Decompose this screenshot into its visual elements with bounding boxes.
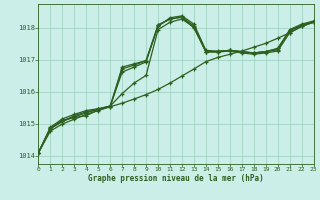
- X-axis label: Graphe pression niveau de la mer (hPa): Graphe pression niveau de la mer (hPa): [88, 174, 264, 183]
